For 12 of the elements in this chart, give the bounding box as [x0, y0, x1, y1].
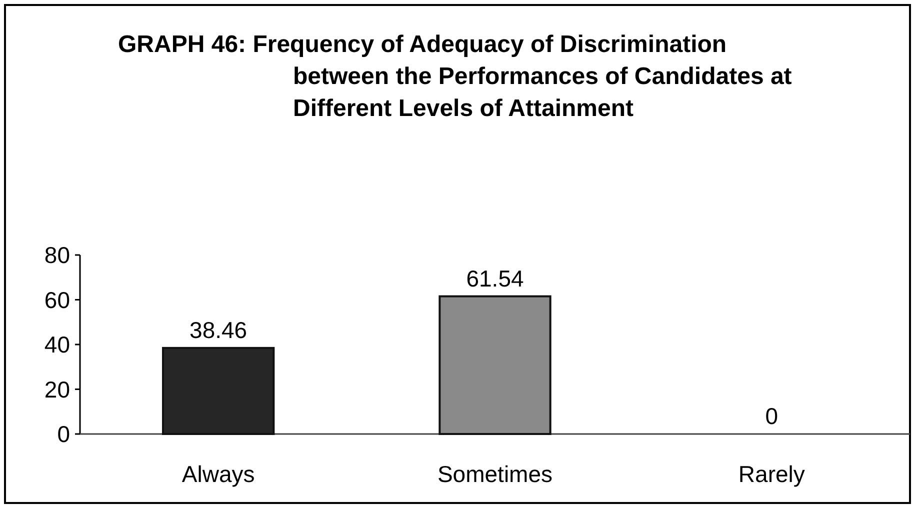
chart-title: GRAPH 46: Frequency of Adequacy of Discrimination between the Performances of Candidates at Different Levels of Attainment [118, 31, 792, 122]
data-label: 38.46 [190, 316, 248, 343]
data-label: 61.54 [466, 265, 524, 292]
y-tick-label: 20 [44, 376, 70, 402]
x-tick-label: Sometimes [437, 461, 553, 487]
data-label: 0 [765, 403, 778, 429]
y-tick-label: 80 [44, 242, 70, 268]
x-tick-label: Rarely [738, 461, 806, 487]
y-tick-label: 0 [57, 421, 70, 448]
y-tick-label: 40 [44, 332, 70, 358]
y-tick-label: 60 [44, 286, 70, 313]
x-tick-label: Always [182, 461, 255, 487]
